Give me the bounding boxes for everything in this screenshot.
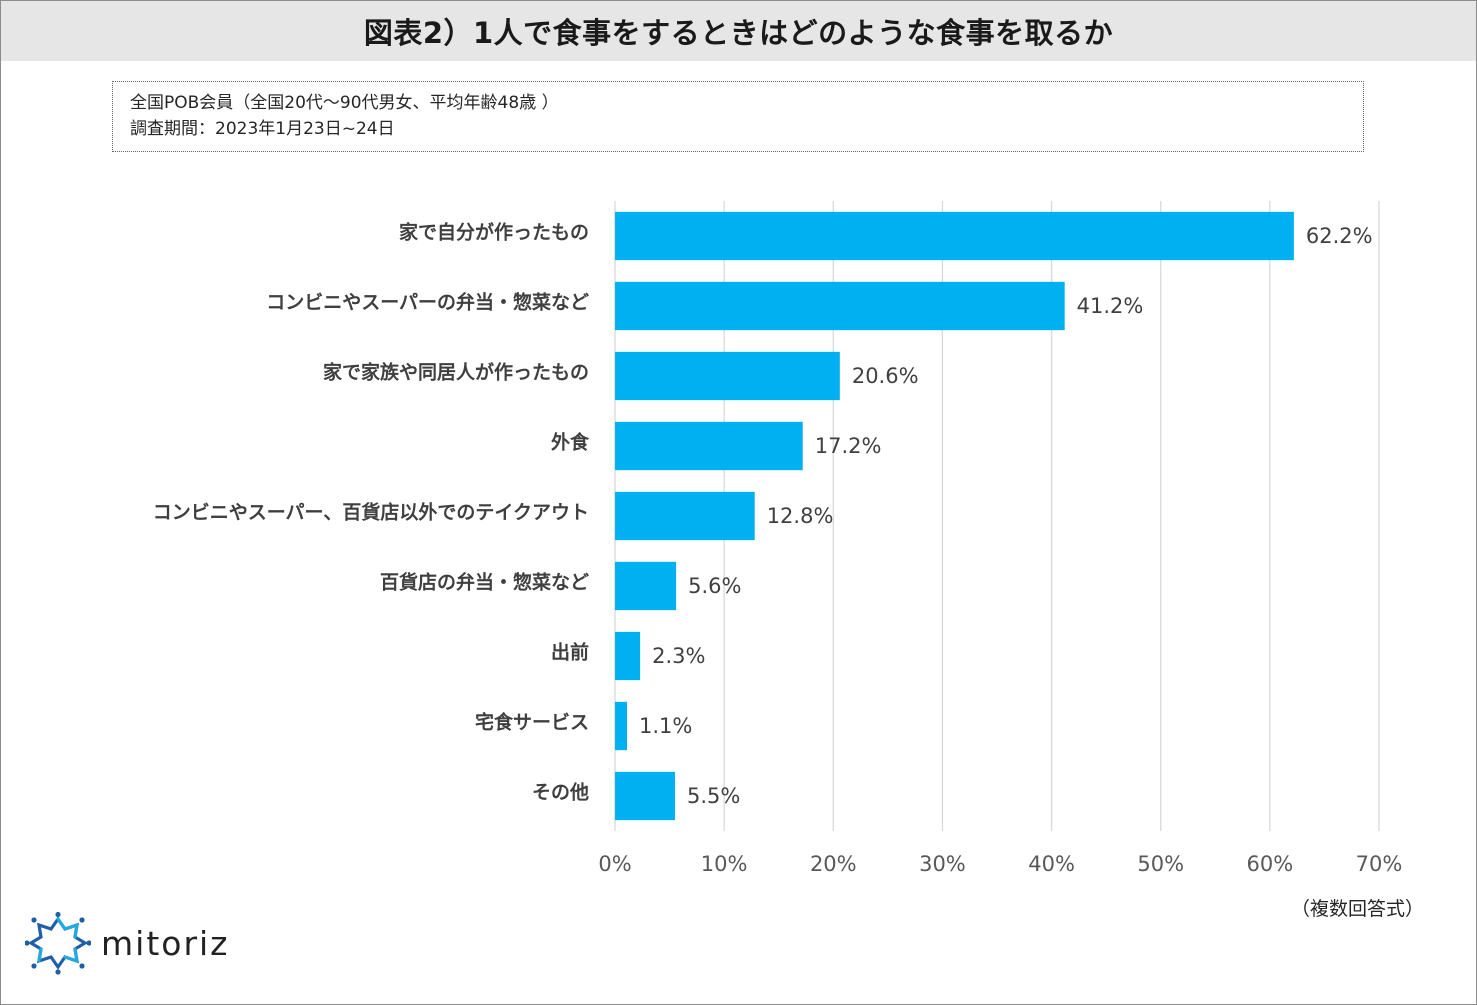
x-tick-label: 0% [598, 852, 631, 876]
bar [615, 561, 677, 611]
category-label: 出前 [551, 641, 589, 664]
mitoriz-logo-icon [25, 911, 91, 975]
title-bar: 図表2）1人で食事をするときはどのような食事を取るか [1, 1, 1476, 61]
data-label: 5.6% [688, 574, 741, 598]
category-label: 家で家族や同居人が作ったもの [323, 361, 589, 384]
data-label: 17.2% [815, 434, 882, 458]
survey-period: 調査期間：2023年1月23日~24日 [130, 119, 395, 139]
category-label: その他 [532, 781, 589, 804]
bar [615, 631, 641, 681]
category-label: 百貨店の弁当・惣菜など [380, 571, 589, 594]
data-label: 20.6% [852, 364, 919, 388]
data-label: 5.5% [687, 784, 740, 808]
data-label: 62.2% [1306, 224, 1373, 248]
x-tick-label: 20% [810, 852, 857, 876]
bar [615, 281, 1065, 331]
answer-format-note: （複数回答式） [1290, 898, 1424, 920]
data-label: 1.1% [639, 714, 692, 738]
data-label: 12.8% [767, 504, 834, 528]
category-label: 外食 [551, 431, 590, 454]
survey-info-box: 全国POB会員（全国20代～90代男女、平均年齢48歳 ） 調査期間：2023年… [112, 81, 1364, 152]
x-tick-label: 30% [919, 852, 966, 876]
bar [615, 421, 803, 471]
x-tick-label: 50% [1137, 852, 1184, 876]
bar [615, 351, 840, 401]
logo-wordmark: mitoriz [101, 923, 230, 963]
bar [615, 491, 755, 541]
category-label: 家で自分が作ったもの [399, 221, 589, 244]
data-label: 2.3% [652, 644, 705, 668]
chart-title: 図表2）1人で食事をするときはどのような食事を取るか [363, 16, 1114, 50]
bar [615, 211, 1294, 261]
mitoriz-logo: mitoriz [25, 911, 230, 975]
x-tick-label: 10% [701, 852, 748, 876]
category-label: コンビニやスーパー、百貨店以外でのテイクアウト [153, 501, 589, 524]
category-label: 宅食サービス [475, 711, 589, 734]
survey-target: 全国POB会員（全国20代～90代男女、平均年齢48歳 ） [130, 93, 559, 113]
category-label: コンビニやスーパーの弁当・惣菜など [266, 291, 589, 314]
data-label: 41.2% [1077, 294, 1144, 318]
bar [615, 771, 676, 821]
x-tick-label: 60% [1247, 852, 1294, 876]
x-tick-label: 40% [1028, 852, 1075, 876]
bar [615, 701, 628, 751]
x-tick-label: 70% [1356, 852, 1403, 876]
